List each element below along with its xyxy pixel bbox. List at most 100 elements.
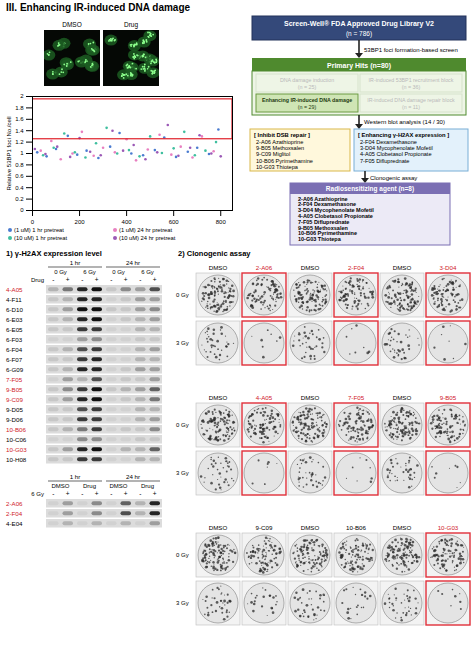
svg-text:0 Gy: 0 Gy — [176, 292, 189, 298]
svg-text:Clonogenic assay: Clonogenic assay — [370, 175, 417, 181]
svg-text:Western blot analysis (14 / 30: Western blot analysis (14 / 30) — [364, 119, 445, 125]
svg-text:DMSO: DMSO — [393, 394, 412, 401]
svg-text:III. Enhancing IR-induced DNA: III. Enhancing IR-induced DNA damage — [6, 2, 191, 13]
svg-text:Drug: Drug — [124, 21, 138, 29]
svg-text:+: + — [66, 490, 70, 497]
svg-text:+: + — [153, 490, 157, 497]
svg-text:1.6: 1.6 — [15, 116, 24, 122]
svg-text:2: 2 — [20, 93, 24, 99]
svg-text:6-F03: 6-F03 — [6, 336, 23, 343]
svg-text:DMSO: DMSO — [52, 483, 70, 489]
svg-text:0: 0 — [31, 219, 35, 225]
svg-text:-: - — [81, 490, 83, 497]
svg-text:Relative 53BP1 foci No./cell: Relative 53BP1 foci No./cell — [6, 116, 12, 190]
svg-text:6-G09: 6-G09 — [6, 366, 24, 373]
svg-text:Screen-Well® FDA Approved Drug: Screen-Well® FDA Approved Drug Library V… — [284, 20, 434, 28]
svg-text:-: - — [139, 276, 141, 283]
svg-text:DMSO: DMSO — [209, 394, 228, 401]
svg-text:1) γ-H2AX expression level: 1) γ-H2AX expression level — [6, 249, 102, 258]
svg-text:400: 400 — [122, 219, 133, 225]
svg-text:10-B06 Pyrimethamine: 10-B06 Pyrimethamine — [256, 158, 313, 164]
svg-text:-: - — [52, 276, 54, 283]
svg-text:2-A06: 2-A06 — [256, 264, 273, 271]
svg-text:24 hr: 24 hr — [126, 473, 140, 480]
svg-text:+: + — [124, 276, 128, 283]
svg-text:6-F07: 6-F07 — [6, 356, 23, 363]
svg-text:(10 uM) 1 hr pretreat: (10 uM) 1 hr pretreat — [14, 235, 68, 241]
svg-text:9-B05: 9-B05 — [440, 394, 457, 401]
svg-text:DMSO: DMSO — [393, 524, 412, 531]
svg-text:-: - — [139, 490, 141, 497]
svg-text:7-F05: 7-F05 — [348, 394, 365, 401]
svg-text:6-F04: 6-F04 — [6, 346, 23, 353]
svg-text:6 Gy: 6 Gy — [141, 269, 154, 275]
svg-text:6-E03: 6-E03 — [6, 316, 23, 323]
svg-text:9-D06: 9-D06 — [6, 416, 23, 423]
svg-text:0 Gy: 0 Gy — [176, 552, 189, 558]
svg-text:2-F04: 2-F04 — [348, 264, 365, 271]
svg-text:3 Gy: 3 Gy — [176, 470, 189, 476]
svg-text:10-G03 Thiotepa: 10-G03 Thiotepa — [298, 236, 342, 242]
svg-text:(n = 36): (n = 36) — [402, 84, 421, 90]
svg-text:6-E05: 6-E05 — [6, 326, 23, 333]
svg-text:1: 1 — [20, 150, 24, 156]
svg-text:9-C09: 9-C09 — [256, 524, 273, 531]
svg-text:4-E04: 4-E04 — [6, 520, 23, 527]
svg-text:Drug: Drug — [83, 483, 96, 489]
svg-text:4-A05: 4-A05 — [6, 286, 23, 293]
svg-text:1.4: 1.4 — [15, 128, 24, 134]
svg-text:9-D05: 9-D05 — [6, 406, 23, 413]
svg-text:200: 200 — [75, 219, 86, 225]
svg-text:0.6: 0.6 — [15, 173, 24, 179]
svg-text:Drug: Drug — [141, 483, 154, 489]
svg-text:2-A06 Azathioprine: 2-A06 Azathioprine — [256, 139, 303, 145]
svg-text:10-H08: 10-H08 — [6, 456, 27, 463]
svg-text:Enhancing IR-induced DNA damag: Enhancing IR-induced DNA damage — [262, 97, 352, 103]
svg-text:10-G03: 10-G03 — [6, 446, 27, 453]
svg-text:-: - — [110, 490, 112, 497]
svg-text:IR-induced DNA damage repair b: IR-induced DNA damage repair block — [367, 97, 455, 103]
svg-text:6-D10: 6-D10 — [6, 306, 23, 313]
svg-text:(1 uM) 1 hr pretreat: (1 uM) 1 hr pretreat — [14, 227, 64, 233]
svg-text:10-G03: 10-G03 — [438, 524, 459, 531]
svg-text:-: - — [81, 276, 83, 283]
svg-text:2-F04 Dexamethasone: 2-F04 Dexamethasone — [360, 139, 417, 145]
svg-text:Drug: Drug — [31, 277, 44, 283]
svg-text:2-F04: 2-F04 — [6, 510, 23, 517]
svg-text:DMSO: DMSO — [393, 264, 412, 271]
svg-text:3-D04 Mycophenolate Mofetil: 3-D04 Mycophenolate Mofetil — [360, 145, 433, 151]
svg-text:3 Gy: 3 Gy — [176, 600, 189, 606]
svg-text:[ Inhibit DSB repair ]: [ Inhibit DSB repair ] — [254, 132, 310, 138]
svg-text:3 Gy: 3 Gy — [176, 340, 189, 346]
svg-text:4-A05: 4-A05 — [256, 394, 273, 401]
svg-text:Radiosensitizing agent (n=8): Radiosensitizing agent (n=8) — [326, 185, 414, 193]
svg-text:Primary Hits (n=80): Primary Hits (n=80) — [327, 62, 391, 70]
svg-text:IR-induced 53BP1 recruitment b: IR-induced 53BP1 recruitment block — [369, 77, 454, 83]
svg-text:(1 uM) 24 hr pretreat: (1 uM) 24 hr pretreat — [119, 227, 173, 233]
svg-text:0 Gy: 0 Gy — [176, 422, 189, 428]
svg-text:DMSO: DMSO — [62, 21, 82, 28]
svg-text:DMSO: DMSO — [110, 483, 128, 489]
svg-text:6 Gy: 6 Gy — [83, 269, 96, 275]
svg-text:(n = 29): (n = 29) — [298, 104, 317, 110]
svg-text:24 hr: 24 hr — [126, 259, 140, 266]
svg-text:2) Clonogenic assay: 2) Clonogenic assay — [178, 249, 251, 258]
svg-text:10-G03 Thiotepa: 10-G03 Thiotepa — [256, 164, 299, 170]
svg-text:0.4: 0.4 — [15, 185, 24, 191]
svg-text:10-B06: 10-B06 — [6, 426, 27, 433]
svg-text:DMSO: DMSO — [209, 264, 228, 271]
svg-text:1 hr: 1 hr — [70, 259, 81, 266]
svg-text:-: - — [110, 276, 112, 283]
svg-text:6 Gy: 6 Gy — [31, 491, 44, 497]
svg-text:9-B05: 9-B05 — [6, 386, 23, 393]
svg-text:(10 uM) 24 hr pretreat: (10 uM) 24 hr pretreat — [119, 235, 176, 241]
svg-text:2-A06: 2-A06 — [6, 500, 23, 507]
svg-text:800: 800 — [216, 219, 227, 225]
svg-text:+: + — [66, 276, 70, 283]
svg-text:9-B05 Methoxsalen: 9-B05 Methoxsalen — [256, 145, 304, 151]
svg-text:0: 0 — [20, 207, 24, 213]
svg-text:1.2: 1.2 — [15, 139, 24, 145]
svg-text:10-B06: 10-B06 — [346, 524, 367, 531]
svg-text:9-C09: 9-C09 — [6, 396, 23, 403]
svg-text:-: - — [52, 490, 54, 497]
